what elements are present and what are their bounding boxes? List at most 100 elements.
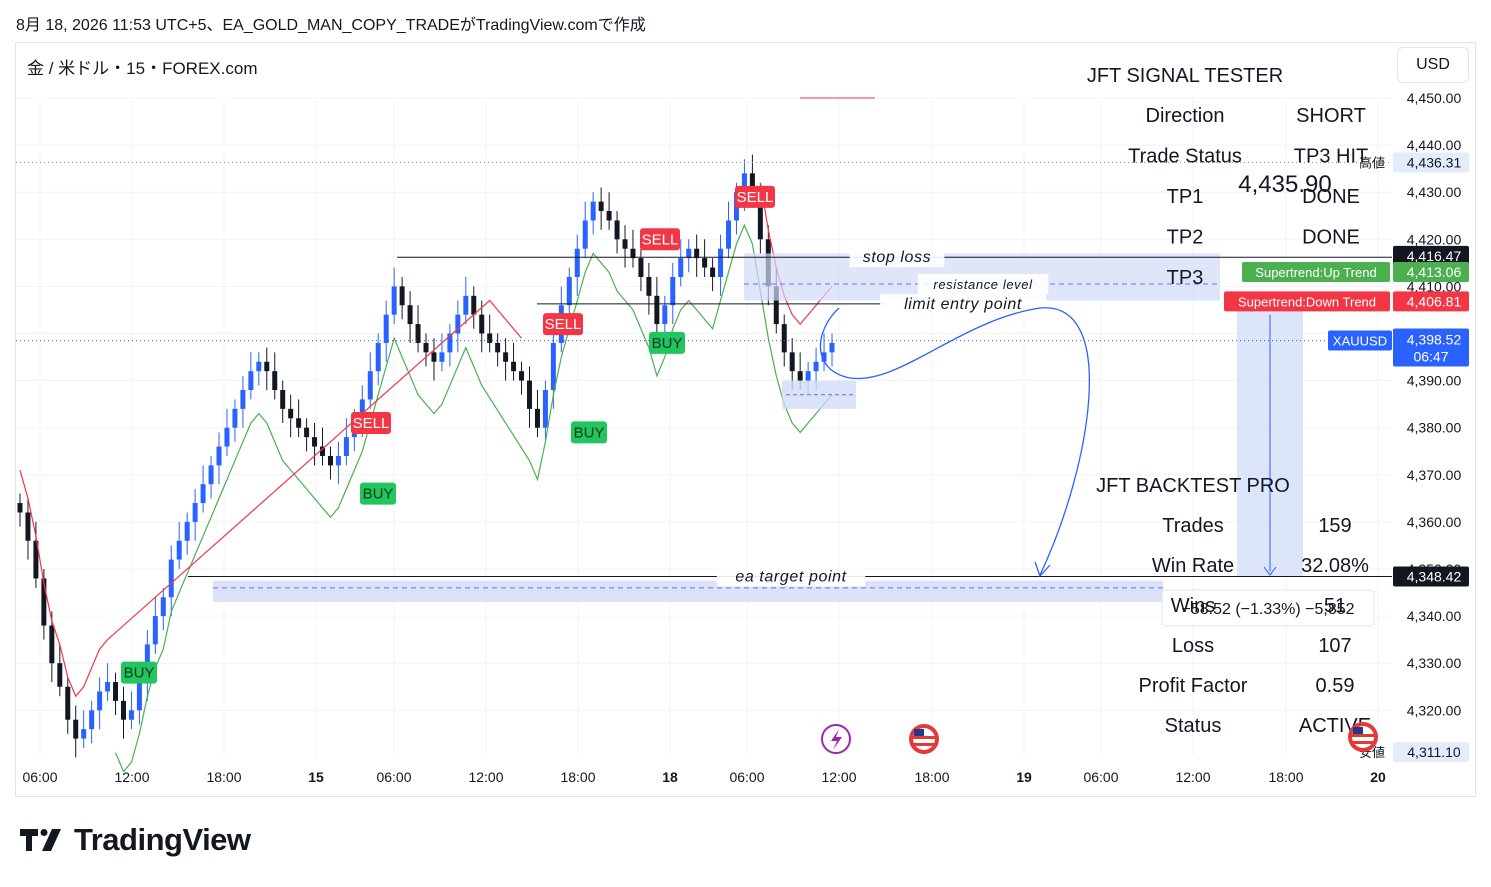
backtest-row-value: 159 [1318, 515, 1351, 537]
supertrend-up-line [114, 223, 833, 773]
countdown-tag: 06:47 [1413, 348, 1448, 364]
candle-body [272, 371, 278, 391]
time-tick-label: 06:00 [376, 769, 411, 785]
price-tick-label: 4,330.00 [1407, 655, 1462, 671]
level-label-bg [849, 247, 945, 268]
candle-body [614, 220, 620, 240]
backtest-row-value: 51 [1324, 595, 1346, 617]
level-label: stop loss [863, 249, 932, 266]
price-tick-label: 4,450.00 [1407, 90, 1462, 106]
candle-body [749, 173, 755, 193]
signal-label: SELL [545, 316, 582, 333]
us-flag-event-icon [913, 743, 935, 746]
candle-body [17, 503, 23, 513]
chart-frame [15, 42, 1476, 797]
candle-body [702, 258, 708, 268]
price-tick-label: 4,380.00 [1407, 420, 1462, 436]
target-price-tag-bg [1393, 566, 1469, 587]
projection-arrow-head [1034, 561, 1051, 578]
uptrend-price-tag: 4,413.06 [1407, 264, 1462, 280]
target-box [213, 580, 1163, 602]
candle-body [192, 503, 198, 522]
stop-price-tag: 4,416.47 [1407, 248, 1462, 264]
price-tick-label: 4,360.00 [1407, 514, 1462, 530]
candle-body [582, 220, 588, 249]
backtest-row-label: Status [1165, 715, 1222, 737]
signal-tester-row-label: TP2 [1167, 227, 1204, 249]
us-flag-event-icon [1352, 734, 1374, 737]
candle-body [391, 286, 397, 315]
candle-body [789, 352, 795, 372]
high-price-tag: 4,436.31 [1407, 154, 1462, 170]
symbol-note: XAUUSD [1333, 333, 1387, 348]
time-tick-label: 20 [1370, 769, 1386, 785]
uptrend-note-bg [1242, 261, 1390, 282]
candle-body [654, 295, 660, 325]
us-flag-event-icon [1353, 727, 1363, 734]
high-price-note: 高値 [1359, 155, 1385, 170]
us-flag-event-icon [1352, 741, 1374, 744]
downtrend-note: Supertrend:Down Trend [1238, 294, 1376, 309]
candle-body [256, 361, 262, 372]
candle-body [280, 390, 286, 409]
candle-body [511, 361, 517, 372]
candle-body [455, 314, 461, 334]
candle-body [184, 521, 190, 541]
candle-body [113, 682, 119, 701]
candle-body [471, 295, 477, 315]
signal-tester-row-label: Direction [1146, 105, 1225, 127]
sell-signal-badge [640, 228, 680, 251]
candle-body [200, 484, 206, 504]
time-tick-label: 12:00 [468, 769, 503, 785]
candle-body [208, 465, 214, 485]
candle-body [359, 399, 365, 419]
price-tick-label: 4,390.00 [1407, 373, 1462, 389]
us-flag-event-icon [913, 736, 935, 739]
candle-body [383, 314, 389, 343]
candle-body [128, 710, 134, 720]
uptrend-note: Supertrend:Up Trend [1255, 265, 1376, 280]
candle-body [590, 201, 596, 221]
last-price-tag: 4,398.52 [1407, 331, 1462, 347]
signal-tester-row-value: DONE [1302, 227, 1360, 249]
signal-label: SELL [353, 415, 390, 432]
signal-label: BUY [363, 486, 394, 503]
time-tick-label: 18:00 [1268, 769, 1303, 785]
supertrend-down-line [19, 299, 522, 698]
candle-body [542, 390, 548, 428]
target-price-tag: 4,348.42 [1407, 568, 1462, 584]
measure-arrow-head [1263, 566, 1277, 576]
level-label: limit entry point [904, 296, 1022, 313]
signal-tester-row-label: TP3 [1167, 267, 1204, 289]
measure-tooltip-text: −58.52 (−1.33%) −5,852 [1181, 601, 1354, 618]
lightning-event-icon [831, 729, 842, 750]
candle-body [550, 342, 556, 391]
currency-button[interactable]: USD [1397, 47, 1469, 83]
candle-body [686, 248, 692, 259]
backtest-row-label: Loss [1172, 635, 1214, 657]
candle-body [407, 305, 413, 325]
time-tick-label: 06:00 [1083, 769, 1118, 785]
time-tick-label: 12:00 [1175, 769, 1210, 785]
candle-body [519, 371, 525, 381]
candle-body [813, 361, 819, 372]
candle-body [224, 427, 230, 447]
candle-body [57, 663, 63, 687]
candle-body [606, 211, 612, 221]
signal-label: SELL [642, 231, 679, 248]
candle-body [781, 324, 787, 353]
sell-signal-badge [735, 185, 775, 208]
last-price-tag-bg [1393, 328, 1469, 367]
candle-body [81, 729, 87, 739]
candle-body [120, 700, 126, 720]
backtest-row-value: 107 [1318, 635, 1351, 657]
price-tick-label: 4,430.00 [1407, 184, 1462, 200]
candle-body [726, 220, 732, 249]
time-tick-label: 18:00 [206, 769, 241, 785]
candle-body [821, 352, 827, 362]
candle-body [168, 559, 174, 598]
measure-tooltip-bg [1161, 589, 1375, 627]
level-label-bg [716, 566, 866, 587]
projection-curve [819, 307, 1091, 576]
